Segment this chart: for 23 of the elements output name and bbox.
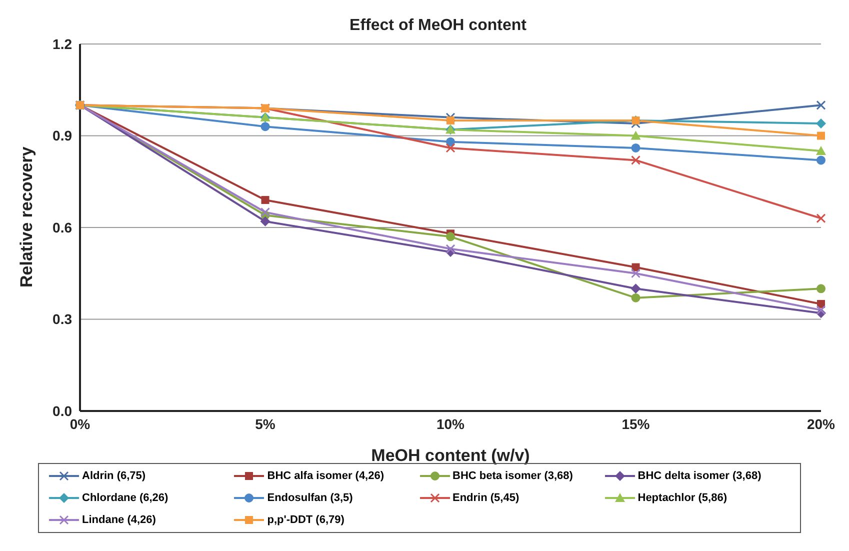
legend-label: Heptachlor (5,86) bbox=[638, 492, 727, 504]
legend-label: Chlordane (6,26) bbox=[82, 492, 168, 504]
legend-label: Endosulfan (3,5) bbox=[267, 492, 353, 504]
legend-label: Lindane (4,26) bbox=[82, 514, 156, 526]
legend-label: BHC beta isomer (3,68) bbox=[452, 470, 573, 482]
legend-label: Endrin (5,45) bbox=[452, 492, 520, 504]
y-tick-label: 0.0 bbox=[52, 402, 72, 419]
legend-label: Aldrin (6,75) bbox=[82, 470, 146, 482]
x-tick-label: 0% bbox=[70, 416, 91, 432]
chart-title: Effect of MeOH content bbox=[350, 17, 528, 34]
y-tick-label: 1.2 bbox=[52, 36, 72, 52]
x-tick-label: 10% bbox=[436, 416, 466, 432]
y-tick-label: 0.9 bbox=[52, 128, 72, 144]
x-tick-label: 20% bbox=[806, 416, 836, 432]
legend-label: BHC alfa isomer (4,26) bbox=[267, 470, 384, 482]
x-tick-label: 15% bbox=[622, 416, 650, 432]
legend-label: p,p'-DDT (6,79) bbox=[267, 514, 344, 526]
y-tick-label: 0.6 bbox=[52, 219, 72, 236]
y-tick-label: 0.3 bbox=[52, 311, 72, 328]
y-axis-title: Relative recovery bbox=[17, 146, 36, 288]
x-axis-title: MeOH content (w/v) bbox=[371, 446, 530, 465]
x-tick-label: 5% bbox=[255, 416, 276, 432]
legend-label: BHC delta isomer (3,68) bbox=[638, 470, 762, 482]
